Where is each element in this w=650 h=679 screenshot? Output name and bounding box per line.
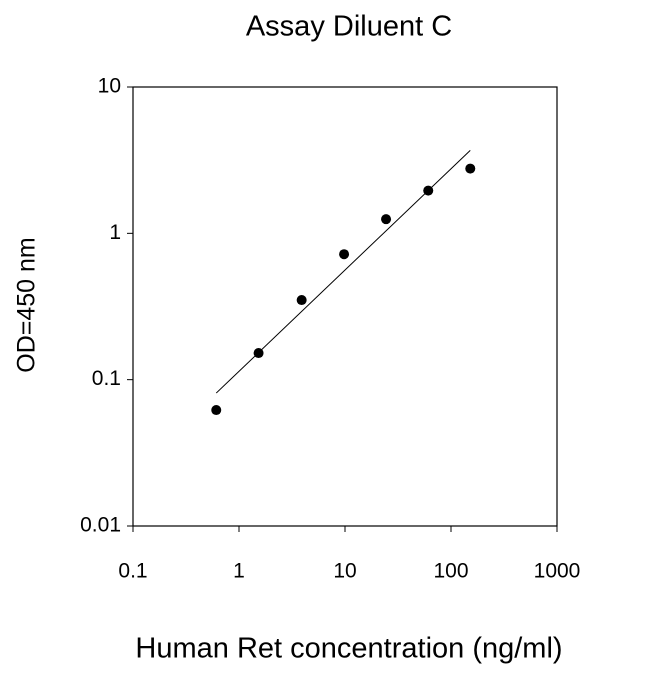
y-tick-label: 1 <box>109 221 121 244</box>
y-tick-label: 0.01 <box>80 514 121 537</box>
x-tick-label: 100 <box>433 560 468 583</box>
data-point <box>339 249 350 260</box>
x-tick-label: 1000 <box>534 560 581 583</box>
x-tick-label: 0.1 <box>118 560 147 583</box>
y-tick-label: 10 <box>98 75 121 98</box>
x-tick-label: 1 <box>233 560 245 583</box>
y-axis-label: OD=450 nm <box>13 237 41 373</box>
data-point <box>381 214 392 225</box>
data-point <box>211 405 222 416</box>
y-tick-label: 0.1 <box>92 367 121 390</box>
data-point <box>296 295 307 306</box>
x-tick-label: 10 <box>333 560 356 583</box>
data-point <box>253 348 264 359</box>
trend-line <box>215 149 471 394</box>
plot-frame <box>132 86 558 527</box>
data-point <box>423 185 434 196</box>
data-point <box>465 163 476 174</box>
chart-title: Assay Diluent C <box>246 11 452 43</box>
x-axis-label: Human Ret concentration (ng/ml) <box>135 633 562 665</box>
